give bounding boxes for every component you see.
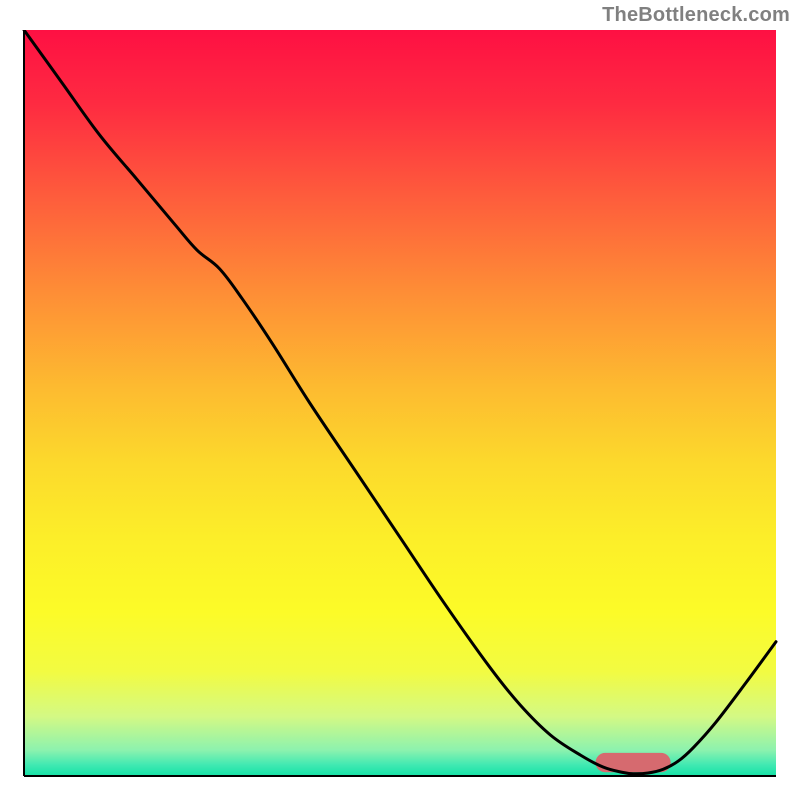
chart-container: TheBottleneck.com: [0, 0, 800, 800]
watermark-text: TheBottleneck.com: [602, 4, 790, 27]
plot-area: [20, 30, 780, 780]
gradient-background: [24, 30, 776, 776]
bottleneck-curve-chart: [20, 30, 780, 780]
